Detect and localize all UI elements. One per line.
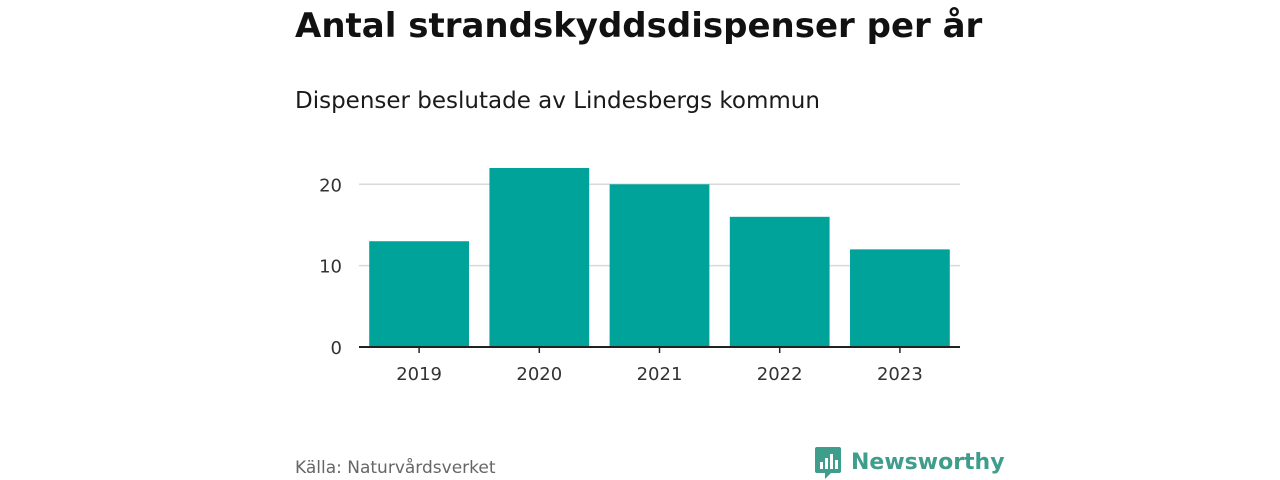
chart-subtitle: Dispenser beslutade av Lindesbergs kommu… [295, 88, 820, 114]
x-tick-label: 2023 [877, 364, 923, 385]
bar-2019 [369, 241, 469, 347]
y-tick-label: 0 [331, 338, 342, 359]
y-tick-label: 10 [319, 257, 342, 278]
x-tick-label: 2020 [516, 364, 562, 385]
bar-2022 [729, 216, 830, 347]
chart-title: Antal strandskyddsdispenser per år [295, 6, 983, 46]
bars [369, 168, 950, 347]
y-tick-label: 20 [319, 175, 342, 196]
brand-name: Newsworthy [851, 450, 1005, 475]
x-tick-label: 2021 [637, 364, 683, 385]
bar-chart: 0 10 20 2019 2020 2021 2022 2023 [319, 168, 960, 385]
bar-2021 [609, 184, 710, 347]
axes: 0 10 20 2019 2020 2021 2022 2023 [319, 175, 960, 385]
bar-2023 [850, 249, 950, 347]
x-tick-label: 2022 [757, 364, 803, 385]
bar-2020 [489, 168, 590, 347]
source-note: Källa: Naturvårdsverket [295, 458, 496, 478]
bar-chart-logo-icon [815, 447, 841, 479]
newsworthy-logo[interactable]: Newsworthy [814, 446, 1005, 480]
x-tick-label: 2019 [396, 364, 442, 385]
